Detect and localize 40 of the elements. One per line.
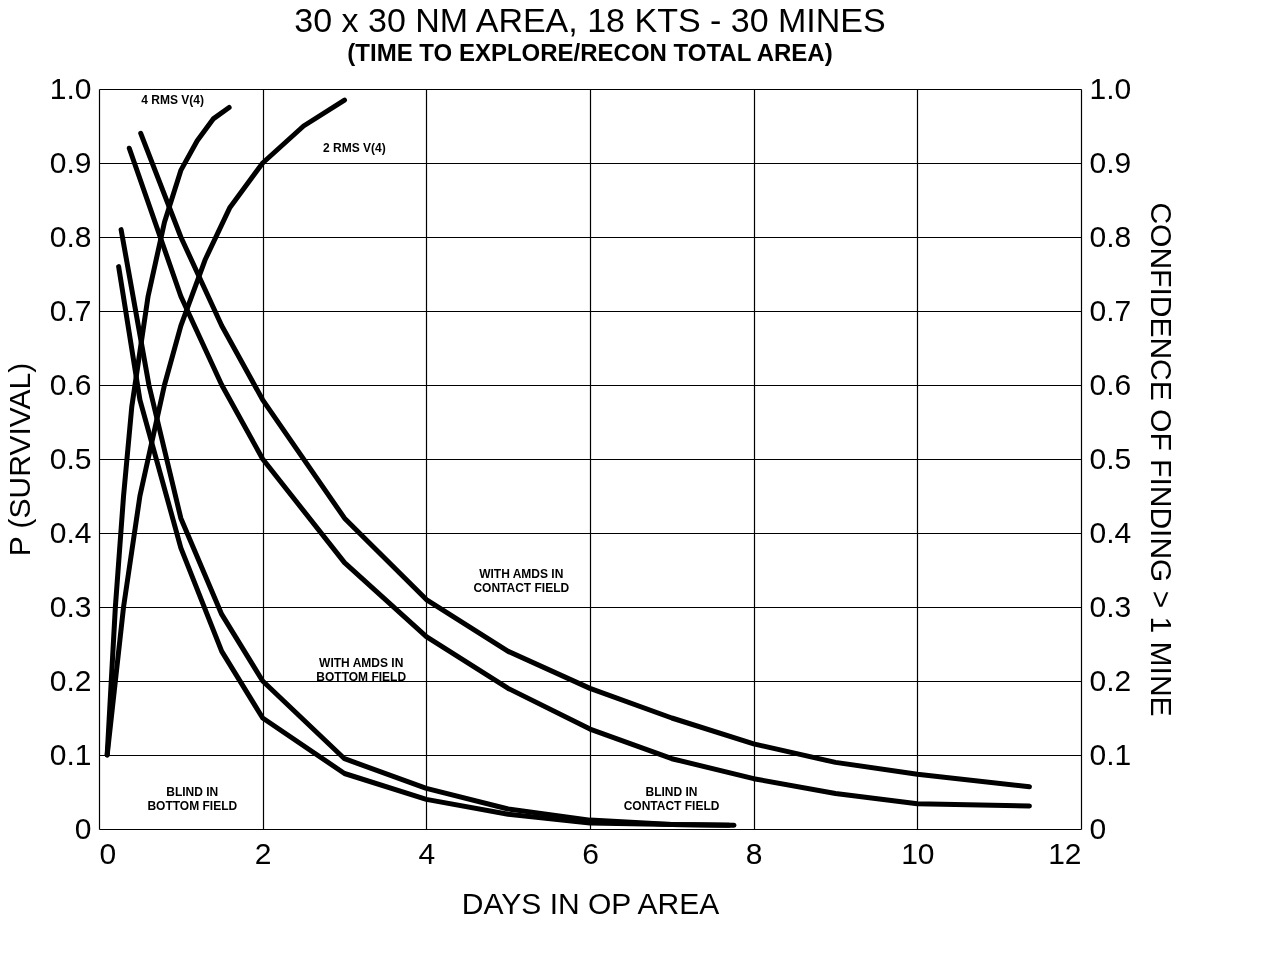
y-tick-label: 0.5 (49, 441, 92, 475)
y-tick-label: 0.9 (49, 145, 92, 179)
y2-tick-label: 0.8 (1089, 219, 1132, 253)
y-tick-label: 0.7 (49, 293, 92, 327)
x-tick-label: 10 (901, 836, 935, 870)
x-tick-label: 4 (418, 836, 436, 870)
y-tick-label: 0.1 (49, 737, 92, 771)
y2-tick-label: 0.6 (1089, 367, 1132, 401)
annotation: 4 RMS V(4) (141, 93, 204, 108)
x-tick-label: 2 (254, 836, 272, 870)
x-tick-label: 8 (745, 836, 763, 870)
y-tick-label: 0.2 (49, 663, 92, 697)
y-tick-label: 0.8 (49, 219, 92, 253)
y2-tick-label: 0.7 (1089, 293, 1132, 327)
y-tick-label: 1.0 (49, 71, 92, 105)
x-tick-label: 12 (1048, 836, 1082, 870)
y-tick-label: 0.6 (49, 367, 92, 401)
y-axis-title: P (SURVIVAL) (2, 362, 36, 557)
y-tick-label: 0.4 (49, 515, 92, 549)
y2-tick-label: 0.9 (1089, 145, 1132, 179)
annotation: 2 RMS V(4) (322, 141, 386, 156)
y2-tick-label: 0.3 (1089, 589, 1132, 623)
y2-tick-label: 0 (1089, 811, 1107, 845)
y-tick-label: 0 (74, 811, 92, 845)
x-tick-label: 6 (582, 836, 599, 870)
chart-title: 30 x 30 NM AREA, 18 KTS - 30 MINES (294, 1, 886, 39)
annotation: WITH AMDS IN BOTTOM FIELD (316, 655, 407, 684)
annotation: BLIND IN CONTACT FIELD (623, 785, 720, 813)
annotation: WITH AMDS IN CONTACT FIELD (473, 566, 570, 595)
y2-tick-label: 0.2 (1089, 663, 1132, 697)
annotation: BLIND IN BOTTOM FIELD (147, 785, 238, 813)
y2-axis-title: CONFIDENCE OF FINDING > 1 MINE (1145, 202, 1179, 717)
chart-subtitle: (TIME TO EXPLORE/RECON TOTAL AREA) (347, 39, 833, 66)
y-tick-label: 0.3 (49, 589, 92, 623)
x-tick-label: 0 (99, 836, 117, 870)
y2-tick-label: 0.4 (1089, 515, 1132, 549)
y2-tick-label: 1.0 (1089, 71, 1132, 105)
x-axis-title: DAYS IN OP AREA (461, 886, 720, 920)
y2-tick-label: 0.5 (1089, 441, 1132, 475)
y2-tick-label: 0.1 (1089, 737, 1132, 771)
